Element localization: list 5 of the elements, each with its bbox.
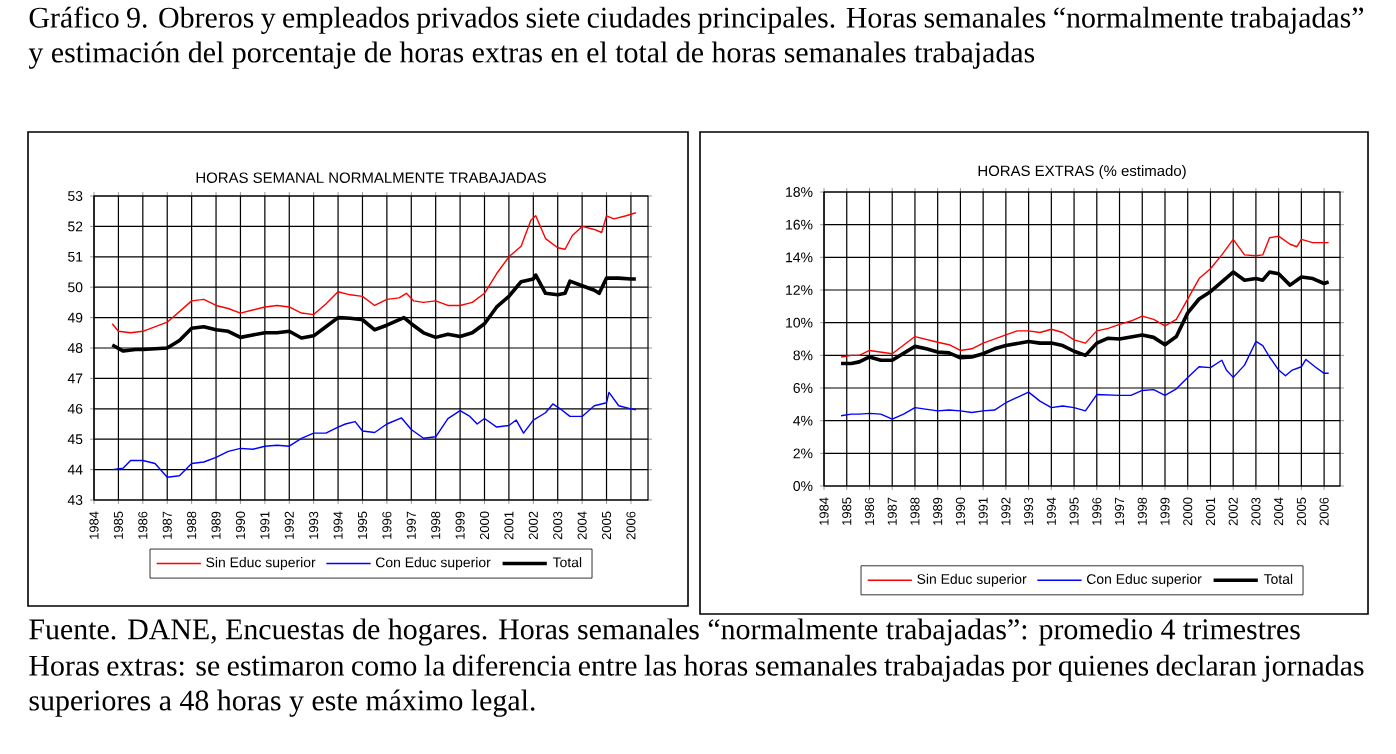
line-series <box>111 391 637 478</box>
text: Gráfico 9. Obreros y empleados privados siete ciudades principales. Horas semanales “normalmente trabajadas” y estimación del porcentaje de horas extras en el total de horas semanales trabajadas <box>28 6 1364 69</box>
text: Horas extras: se estimaron como la diferencia entre las horas semanales trabajadas por quienes declaran jornadas superiores a 48 horas y este máximo legal. <box>29 654 1364 717</box>
line-series <box>840 340 1330 420</box>
source-note: Fuente. DANE, Encuestas de hogares. Horas semanales “normalmente trabajadas”: promedio 4 trimestres <box>29 618 1300 646</box>
